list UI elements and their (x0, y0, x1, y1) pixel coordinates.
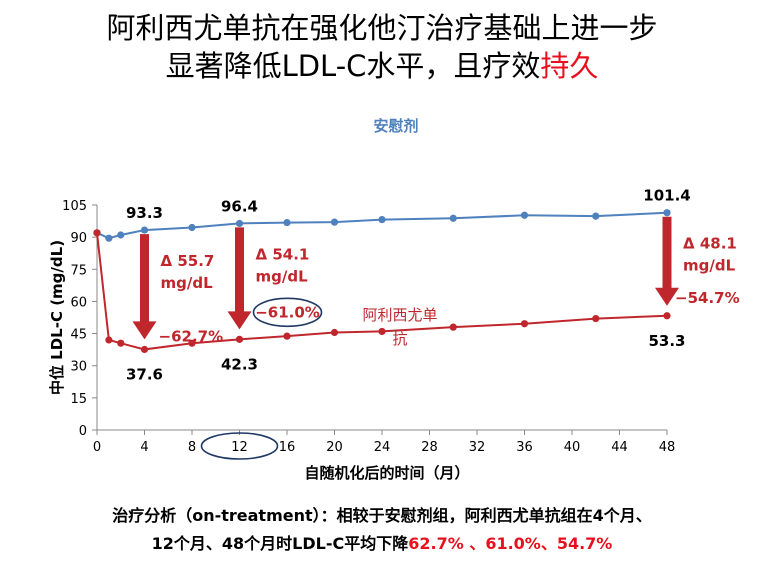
drug-point (105, 336, 113, 344)
x-tick-label: 0 (93, 440, 101, 455)
x-tick-label: 16 (279, 440, 296, 455)
placebo-series-label: 安慰剂 (373, 117, 418, 135)
x-tick-label: 36 (516, 440, 533, 455)
x-tick-label: 4 (140, 440, 148, 455)
drug-series-label-line1: 阿利西尤单 (362, 306, 437, 324)
data-label: 93.3 (126, 204, 163, 222)
x-tick-label: 28 (421, 440, 438, 455)
percent-label: −61.0% (255, 303, 320, 321)
x-tick-label: 40 (564, 440, 581, 455)
placebo-point (188, 223, 196, 232)
placebo-point (449, 214, 457, 222)
x-tick-label: 12 (231, 440, 248, 455)
x-tick-label: 8 (188, 440, 196, 455)
data-label: 53.3 (648, 332, 685, 350)
placebo-point (520, 211, 529, 219)
placebo-point (105, 234, 113, 242)
percent-label: −54.7% (675, 289, 740, 307)
data-label: 96.4 (221, 197, 258, 215)
drug-point (140, 345, 149, 354)
placebo-point (235, 219, 244, 228)
x-axis-title: 自随机化后的时间（月） (304, 464, 469, 482)
y-tick-label: 30 (70, 360, 87, 375)
ldl-line-chart: 0 4 8 12 16 20 24 28 32 36 40 44 480153045607590105自… (48, 117, 740, 482)
placebo-point (330, 218, 339, 226)
data-label: 101.4 (643, 187, 690, 205)
footnote-line2: 12个月、48个月时LDL-C平均下降62.7% 、61.0%、54.7% (0, 530, 764, 554)
x-tick-label: 24 (374, 440, 391, 455)
placebo-point (117, 231, 125, 239)
x-tick-label: 44 (611, 440, 628, 455)
title-highlight: 持久 (540, 49, 599, 83)
footnote-line1: 治疗分析（on-treatment）：相较于安慰剂组，阿利西尤单抗组在4个月、 (112, 506, 652, 525)
drug-point (330, 328, 339, 337)
drug-point (449, 323, 457, 331)
y-tick-label: 0 (79, 424, 87, 439)
drug-point (663, 312, 671, 320)
placebo-point (378, 215, 386, 224)
y-tick-label: 15 (70, 392, 87, 407)
footnote-line2-text: 12个月、48个月时LDL-C平均下降 (151, 534, 409, 553)
x-tick-label: 20 (326, 440, 343, 455)
y-tick-label: 60 (70, 295, 87, 310)
drug-point (283, 332, 291, 340)
slide-title-line2: 显著降低LDL-C水平，且疗效持久 (0, 48, 764, 84)
percent-label: −62.7% (159, 327, 224, 345)
drug-point (188, 339, 196, 347)
x-tick-label: 32 (469, 440, 486, 455)
reduction-arrow (655, 216, 679, 306)
delta-unit-label: mg/dL (256, 267, 309, 285)
y-tick-label: 75 (70, 263, 87, 278)
placebo-point (592, 212, 600, 220)
slide-title-line1: 阿利西尤单抗在强化他汀治疗基础上进一步 (106, 11, 658, 45)
x-tick-highlight-ellipse (200, 432, 279, 460)
delta-unit-label: mg/dL (161, 274, 214, 292)
drug-point (235, 335, 244, 343)
placebo-point (663, 209, 671, 217)
drug-point (93, 229, 101, 237)
reduction-arrow (227, 227, 252, 330)
reduction-arrow (132, 234, 157, 340)
drug-point (592, 314, 600, 323)
data-label: 42.3 (221, 355, 258, 373)
drug-point (520, 320, 529, 328)
drug-series-label-line2: 抗 (392, 330, 407, 348)
placebo-point (140, 226, 149, 234)
y-tick-label: 45 (70, 328, 87, 343)
delta-unit-label: mg/dL (683, 257, 736, 275)
drug-point (117, 339, 125, 347)
delta-label: Δ 54.1 (256, 245, 310, 263)
placebo-point (283, 218, 291, 227)
drug-point (378, 327, 386, 336)
y-axis-title: 中位 LDL-C (mg/dL) (48, 240, 66, 395)
y-tick-label: 105 (62, 199, 87, 214)
title-line2-text: 显著降低LDL-C水平，且疗效 (165, 49, 541, 83)
percent-highlight-ellipse (252, 297, 323, 328)
x-tick-label: 48 (659, 440, 676, 455)
data-label: 37.6 (126, 365, 163, 383)
delta-label: Δ 48.1 (683, 235, 737, 253)
footnote-highlight: 62.7% 、61.0%、54.7% (408, 534, 613, 553)
delta-label: Δ 55.7 (161, 252, 215, 270)
y-tick-label: 90 (70, 231, 87, 246)
